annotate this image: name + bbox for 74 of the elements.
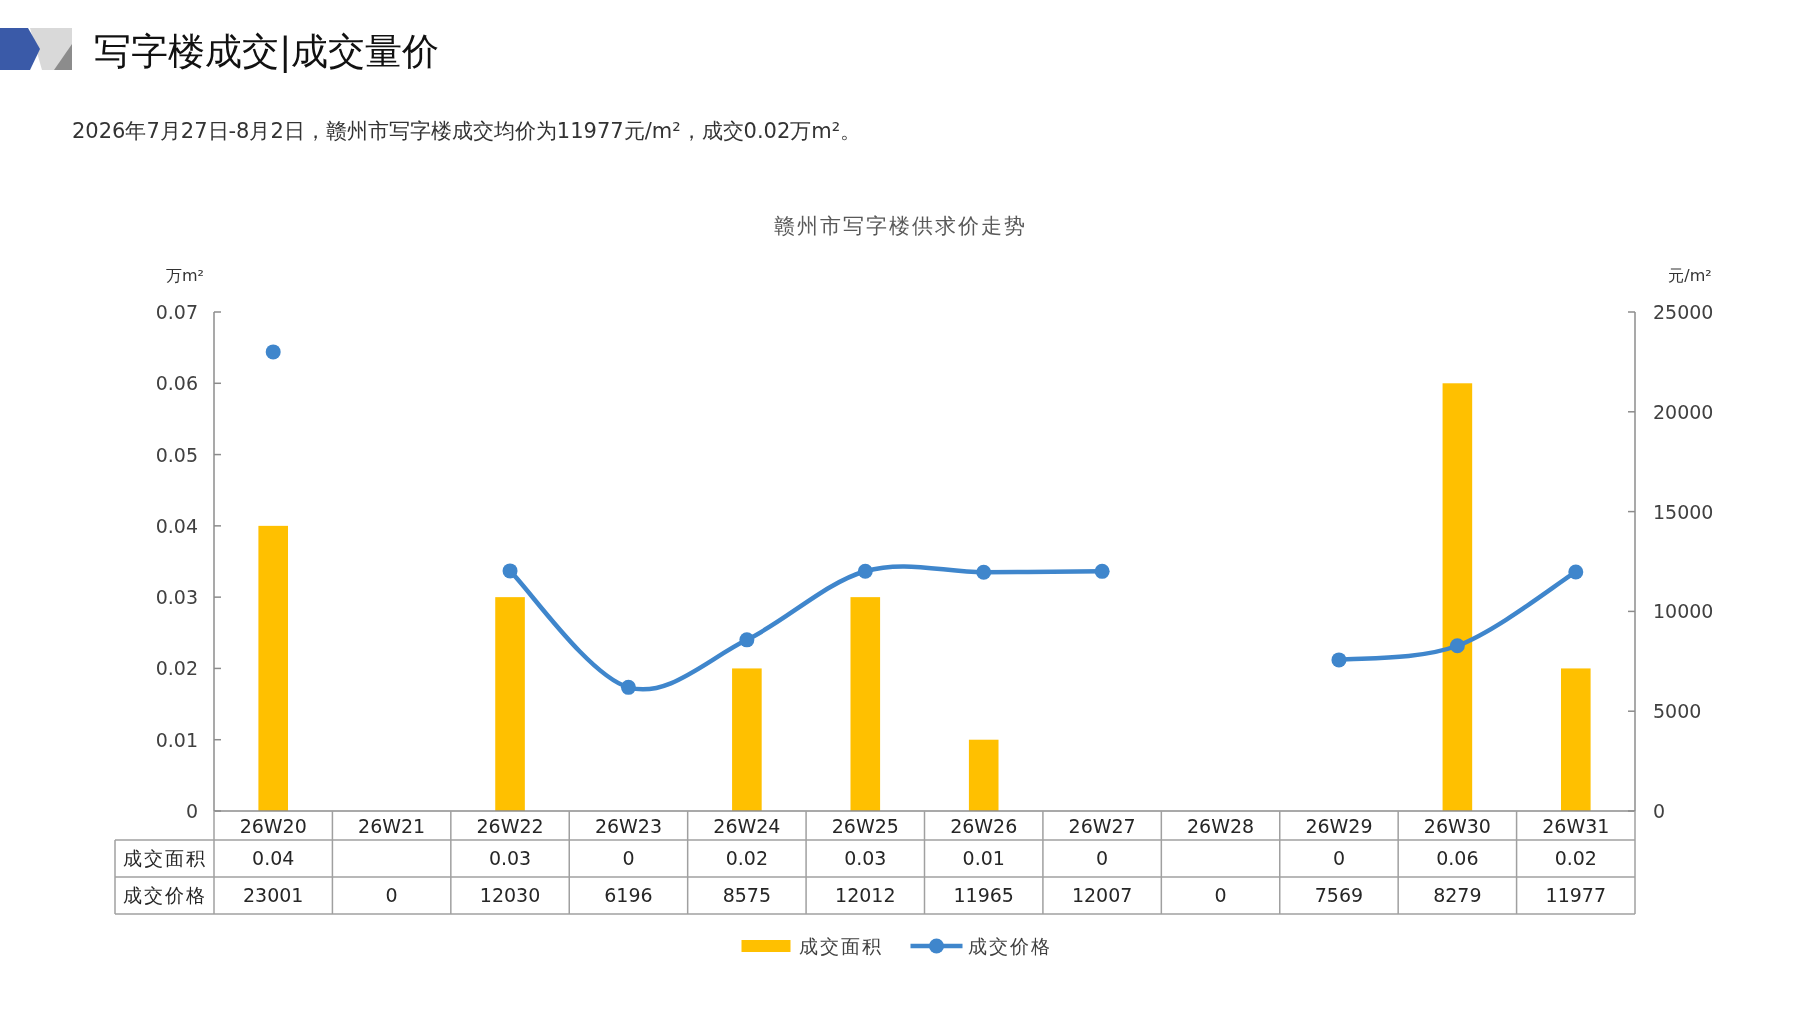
point	[1449, 638, 1465, 654]
bar	[850, 597, 881, 811]
y-tick-label: 0.07	[155, 301, 198, 323]
y2-tick-label: 0	[1653, 800, 1666, 822]
text: 0	[1214, 884, 1227, 906]
text: 赣州市写字楼供求价走势	[773, 214, 1027, 238]
point	[265, 344, 281, 360]
data-label: 0.04	[252, 847, 295, 869]
bar	[495, 597, 525, 811]
y2-tick-label: 5000	[1653, 700, 1702, 723]
y-tick-label: 0.04	[155, 514, 198, 537]
data-label: 12030	[479, 884, 541, 906]
x-tick-label: 26W24	[713, 815, 781, 837]
data-label: 0.06	[1436, 847, 1479, 869]
data-label: 6196	[604, 884, 653, 906]
data-label: 11977	[1545, 884, 1607, 906]
legend-label: 成交面积	[798, 935, 883, 957]
data-label: 8279	[1433, 884, 1482, 906]
point	[1094, 563, 1110, 579]
text: 0	[385, 884, 398, 906]
x-tick-label: 26W27	[1068, 815, 1136, 837]
data-label: 0	[622, 847, 635, 869]
bar	[1560, 668, 1591, 811]
data-label: 0.03	[844, 847, 887, 869]
y2-tick-label: 15000	[1653, 500, 1714, 523]
data-label: 23001	[242, 884, 304, 906]
data-label: 12012	[835, 884, 896, 906]
bar	[968, 739, 999, 811]
x-tick-label: 26W20	[239, 815, 307, 837]
bar	[258, 525, 289, 811]
chart-subtitle: 2026年7月27日-8月2日，赣州市写字楼成交均价为11977元/m²，成交0.02万m²。	[72, 119, 862, 143]
bar	[1442, 383, 1473, 811]
y2-tick-label: 10000	[1653, 600, 1714, 623]
data-label: 0.01	[962, 847, 1005, 869]
y-tick-label: 0.01	[155, 728, 198, 751]
y-tick-label: 0.03	[155, 586, 198, 609]
legend-label: 成交价格	[967, 935, 1052, 957]
point	[739, 632, 755, 648]
y-tick-label: 0.05	[155, 443, 198, 466]
text: 成交价格	[122, 884, 207, 906]
data-label: 7569	[1314, 884, 1364, 906]
point	[620, 679, 636, 695]
data-label: 0.03	[488, 847, 532, 869]
bar	[732, 668, 762, 811]
x-tick-label: 26W25	[831, 815, 899, 837]
point	[1568, 564, 1584, 580]
y-tick-label: 0	[185, 800, 198, 822]
point	[1331, 652, 1347, 668]
point	[857, 563, 873, 579]
y2-tick-label: 20000	[1653, 400, 1714, 423]
data-label: 11965	[953, 884, 1014, 906]
y2-tick-label: 25000	[1653, 301, 1714, 323]
point	[502, 563, 518, 579]
y-axis-title: 万m²	[166, 266, 204, 285]
y-tick-label: 0.02	[155, 657, 198, 680]
chart-title: 写字楼成交|成交量价	[94, 30, 440, 73]
text: 成交面积	[122, 847, 207, 869]
y-tick-label: 0.06	[155, 372, 198, 395]
data-label: 0	[1332, 847, 1346, 869]
data-label: 8575	[722, 884, 772, 906]
y2-axis-title: 元/m²	[1668, 266, 1712, 285]
x-tick-label: 26W29	[1305, 815, 1373, 837]
x-tick-label: 26W28	[1186, 815, 1255, 837]
point	[976, 564, 992, 580]
data-label: 0.02	[725, 847, 769, 869]
x-tick-label: 26W31	[1542, 815, 1610, 837]
data-label: 0	[1096, 847, 1109, 869]
x-tick-label: 26W23	[594, 815, 663, 837]
x-tick-label: 26W26	[950, 815, 1018, 837]
data-label: 0.02	[1554, 847, 1597, 869]
x-tick-label: 26W30	[1423, 815, 1491, 837]
x-tick-label: 26W22	[476, 815, 544, 837]
x-tick-label: 26W21	[358, 815, 426, 837]
data-label: 12007	[1071, 884, 1133, 906]
